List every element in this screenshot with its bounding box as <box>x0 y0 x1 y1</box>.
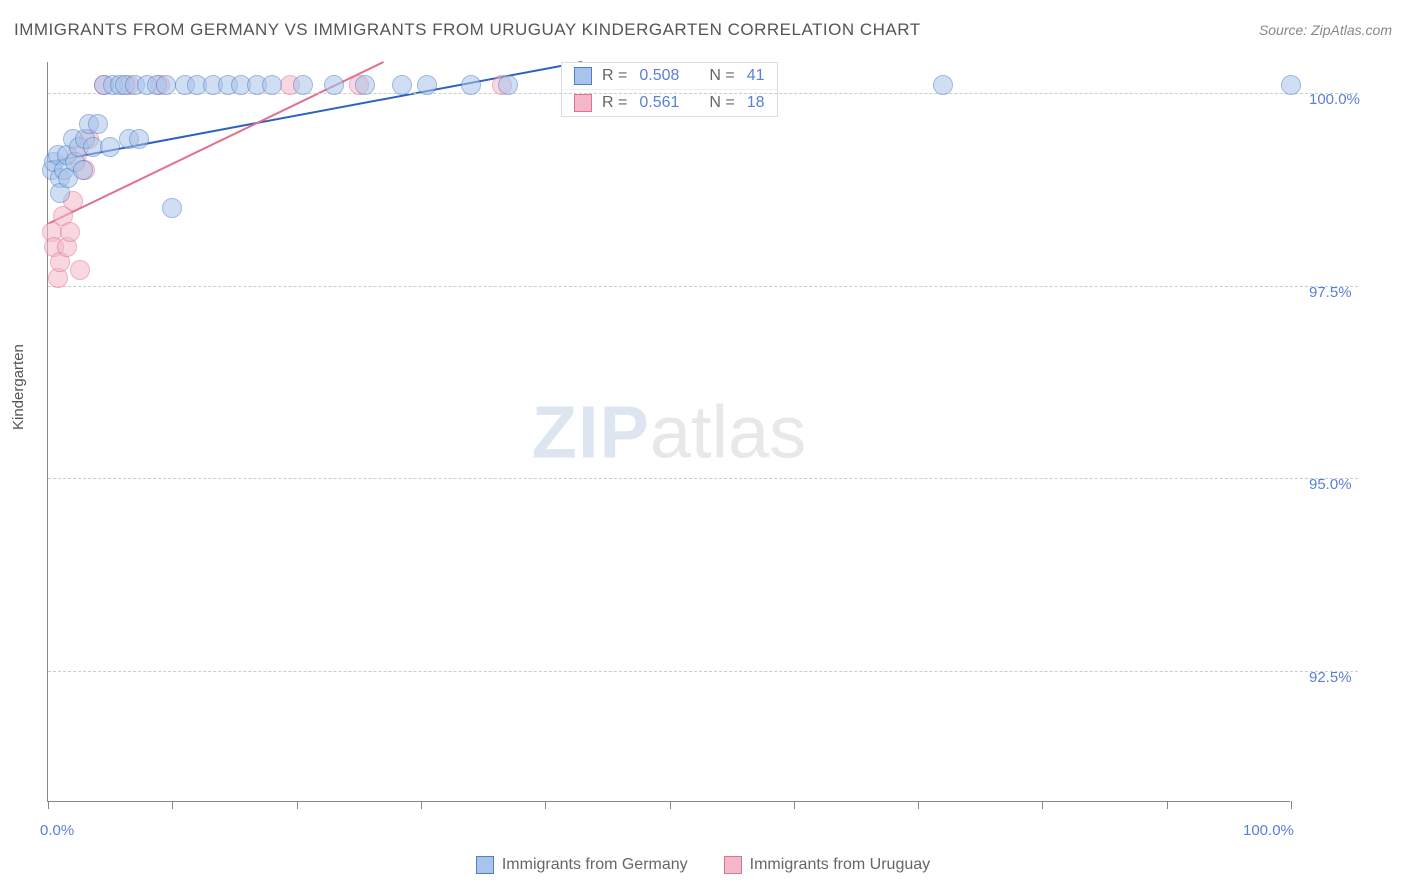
data-point-germany <box>162 198 182 218</box>
data-point-germany <box>293 75 313 95</box>
chart-header: IMMIGRANTS FROM GERMANY VS IMMIGRANTS FR… <box>14 20 1392 40</box>
data-point-germany <box>73 160 93 180</box>
legend-item-uruguay: Immigrants from Uruguay <box>724 856 931 874</box>
x-tick-label: 100.0% <box>1243 822 1294 839</box>
data-point-uruguay <box>60 222 80 242</box>
swatch-germany <box>476 856 494 874</box>
x-tick <box>545 801 546 809</box>
data-point-germany <box>1281 75 1301 95</box>
r-germany: 0.508 <box>639 67 679 85</box>
y-tick-label: 100.0% <box>1309 91 1360 108</box>
x-tick <box>48 801 49 809</box>
data-point-germany <box>324 75 344 95</box>
data-point-germany <box>88 114 108 134</box>
x-tick <box>1042 801 1043 809</box>
gridline <box>48 286 1358 287</box>
n-label: N = <box>709 67 734 85</box>
watermark-atlas: atlas <box>650 390 806 473</box>
data-point-germany <box>417 75 437 95</box>
x-tick <box>172 801 173 809</box>
y-tick-label: 92.5% <box>1309 669 1352 686</box>
r-label: R = <box>602 94 627 112</box>
x-tick-label: 0.0% <box>40 822 74 839</box>
watermark-zip: ZIP <box>532 390 650 473</box>
n-label: N = <box>709 94 734 112</box>
x-tick <box>421 801 422 809</box>
x-tick <box>670 801 671 809</box>
data-point-germany <box>100 137 120 157</box>
gridline <box>48 478 1358 479</box>
bottom-legend: Immigrants from Germany Immigrants from … <box>0 856 1406 874</box>
x-tick <box>1291 801 1292 809</box>
legend-label-germany: Immigrants from Germany <box>502 856 688 874</box>
r-label: R = <box>602 67 627 85</box>
n-uruguay: 18 <box>747 94 765 112</box>
r-uruguay: 0.561 <box>639 94 679 112</box>
legend-label-uruguay: Immigrants from Uruguay <box>750 856 931 874</box>
stat-legend: R = 0.508 N = 41 R = 0.561 N = 18 <box>561 62 778 117</box>
data-point-germany <box>156 75 176 95</box>
y-axis-label: Kindergarten <box>10 344 27 430</box>
trend-lines <box>48 62 1290 801</box>
data-point-germany <box>262 75 282 95</box>
stat-row-germany: R = 0.508 N = 41 <box>562 63 777 89</box>
watermark: ZIPatlas <box>532 389 806 474</box>
source-credit: Source: ZipAtlas.com <box>1259 22 1392 38</box>
y-tick-label: 97.5% <box>1309 284 1352 301</box>
x-tick <box>918 801 919 809</box>
data-point-germany <box>933 75 953 95</box>
legend-item-germany: Immigrants from Germany <box>476 856 688 874</box>
data-point-germany <box>461 75 481 95</box>
n-germany: 41 <box>747 67 765 85</box>
chart-title: IMMIGRANTS FROM GERMANY VS IMMIGRANTS FR… <box>14 20 921 40</box>
x-tick <box>794 801 795 809</box>
x-tick <box>1167 801 1168 809</box>
data-point-germany <box>355 75 375 95</box>
scatter-chart: ZIPatlas R = 0.508 N = 41 R = 0.561 N = … <box>47 62 1290 802</box>
data-point-germany <box>498 75 518 95</box>
swatch-uruguay <box>724 856 742 874</box>
data-point-uruguay <box>70 260 90 280</box>
x-tick <box>297 801 298 809</box>
swatch-uruguay <box>574 94 592 112</box>
gridline <box>48 671 1358 672</box>
data-point-germany <box>392 75 412 95</box>
data-point-germany <box>129 129 149 149</box>
swatch-germany <box>574 67 592 85</box>
y-tick-label: 95.0% <box>1309 476 1352 493</box>
